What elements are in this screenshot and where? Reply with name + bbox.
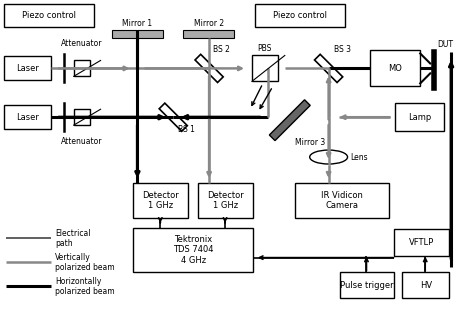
FancyBboxPatch shape (339, 272, 394, 299)
Text: BS 2: BS 2 (213, 45, 230, 54)
FancyBboxPatch shape (4, 56, 51, 80)
FancyBboxPatch shape (73, 109, 90, 125)
Text: Vertically: Vertically (55, 253, 91, 262)
Text: Mirror 1: Mirror 1 (122, 19, 153, 28)
Text: polarized beam: polarized beam (55, 287, 114, 296)
Text: Mirror 2: Mirror 2 (194, 19, 224, 28)
Text: Pulse trigger: Pulse trigger (340, 281, 394, 290)
FancyBboxPatch shape (395, 103, 444, 131)
Text: HV: HV (419, 281, 432, 290)
FancyBboxPatch shape (73, 60, 90, 76)
FancyBboxPatch shape (252, 55, 278, 81)
Text: Mirror 3: Mirror 3 (295, 138, 325, 147)
Text: Horizontally: Horizontally (55, 277, 101, 286)
FancyBboxPatch shape (111, 30, 164, 37)
Polygon shape (315, 54, 343, 82)
Text: BS 1: BS 1 (178, 125, 195, 134)
Text: Attenuator: Attenuator (61, 39, 102, 48)
FancyBboxPatch shape (394, 229, 449, 256)
Text: Attenuator: Attenuator (61, 137, 102, 146)
Polygon shape (195, 54, 223, 82)
Text: VFTLP: VFTLP (409, 238, 434, 247)
FancyBboxPatch shape (183, 30, 234, 37)
Text: IR Vidicon
Camera: IR Vidicon Camera (321, 191, 363, 210)
FancyBboxPatch shape (198, 183, 253, 218)
Text: Piezo control: Piezo control (22, 11, 76, 20)
Polygon shape (159, 103, 187, 131)
FancyBboxPatch shape (255, 4, 345, 27)
Text: Detector
1 GHz: Detector 1 GHz (143, 191, 179, 210)
FancyBboxPatch shape (4, 105, 51, 129)
Text: DUT: DUT (437, 40, 453, 49)
Text: Laser: Laser (16, 64, 39, 73)
FancyBboxPatch shape (295, 183, 389, 218)
Text: Piezo control: Piezo control (273, 11, 327, 20)
FancyBboxPatch shape (402, 272, 449, 299)
Text: polarized beam: polarized beam (55, 263, 114, 272)
Polygon shape (269, 100, 310, 141)
Text: Electrical: Electrical (55, 229, 90, 238)
Text: path: path (55, 239, 73, 248)
Ellipse shape (310, 150, 347, 164)
Text: Tektronix
TDS 7404
4 GHz: Tektronix TDS 7404 4 GHz (173, 235, 213, 265)
Text: BS 3: BS 3 (334, 45, 351, 54)
Text: MO: MO (388, 64, 402, 73)
Text: Detector
1 GHz: Detector 1 GHz (207, 191, 244, 210)
FancyBboxPatch shape (4, 4, 93, 27)
Text: Lens: Lens (351, 153, 368, 162)
FancyBboxPatch shape (134, 183, 188, 218)
FancyBboxPatch shape (371, 50, 420, 86)
FancyBboxPatch shape (134, 228, 253, 272)
Text: Laser: Laser (16, 113, 39, 122)
Text: PBS: PBS (258, 44, 272, 53)
Text: Lamp: Lamp (408, 113, 431, 122)
